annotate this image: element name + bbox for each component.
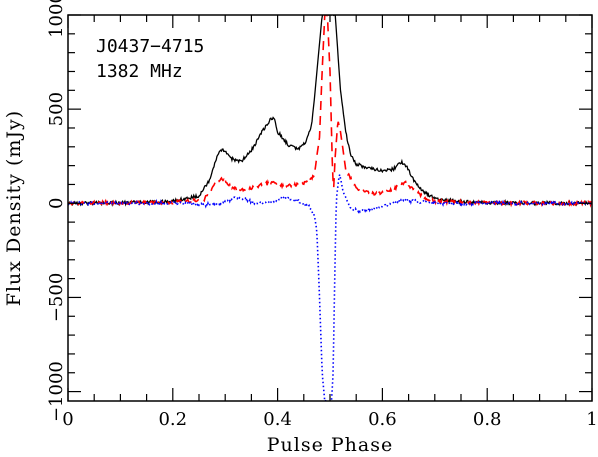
y-tick-label: 0 [46,198,67,209]
pulsar-name-annotation: J0437−4715 [96,36,204,57]
x-tick-label: 0 [62,409,73,430]
y-tick-label: −1000 [46,361,67,422]
series-line-dotted [68,174,592,401]
y-axis-title: Flux Density (mJy) [3,110,25,306]
x-tick-label: 0.6 [368,409,397,430]
y-tick-label: −500 [46,273,67,322]
y-tick-label: 500 [46,92,67,126]
x-axis-title: Pulse Phase [267,434,393,456]
x-tick-label: 1 [586,409,597,430]
x-tick-label: 0.4 [263,409,292,430]
series-layer [68,15,592,401]
x-tick-label: 0.2 [158,409,187,430]
y-tick-label: 1000 [46,0,67,38]
ticks-layer: 0 0.2 0.4 0.6 0.8 1 −1000 −500 0 500 1000 [46,0,598,430]
x-tick-label: 0.8 [473,409,502,430]
frequency-annotation: 1382 MHz [96,61,183,82]
